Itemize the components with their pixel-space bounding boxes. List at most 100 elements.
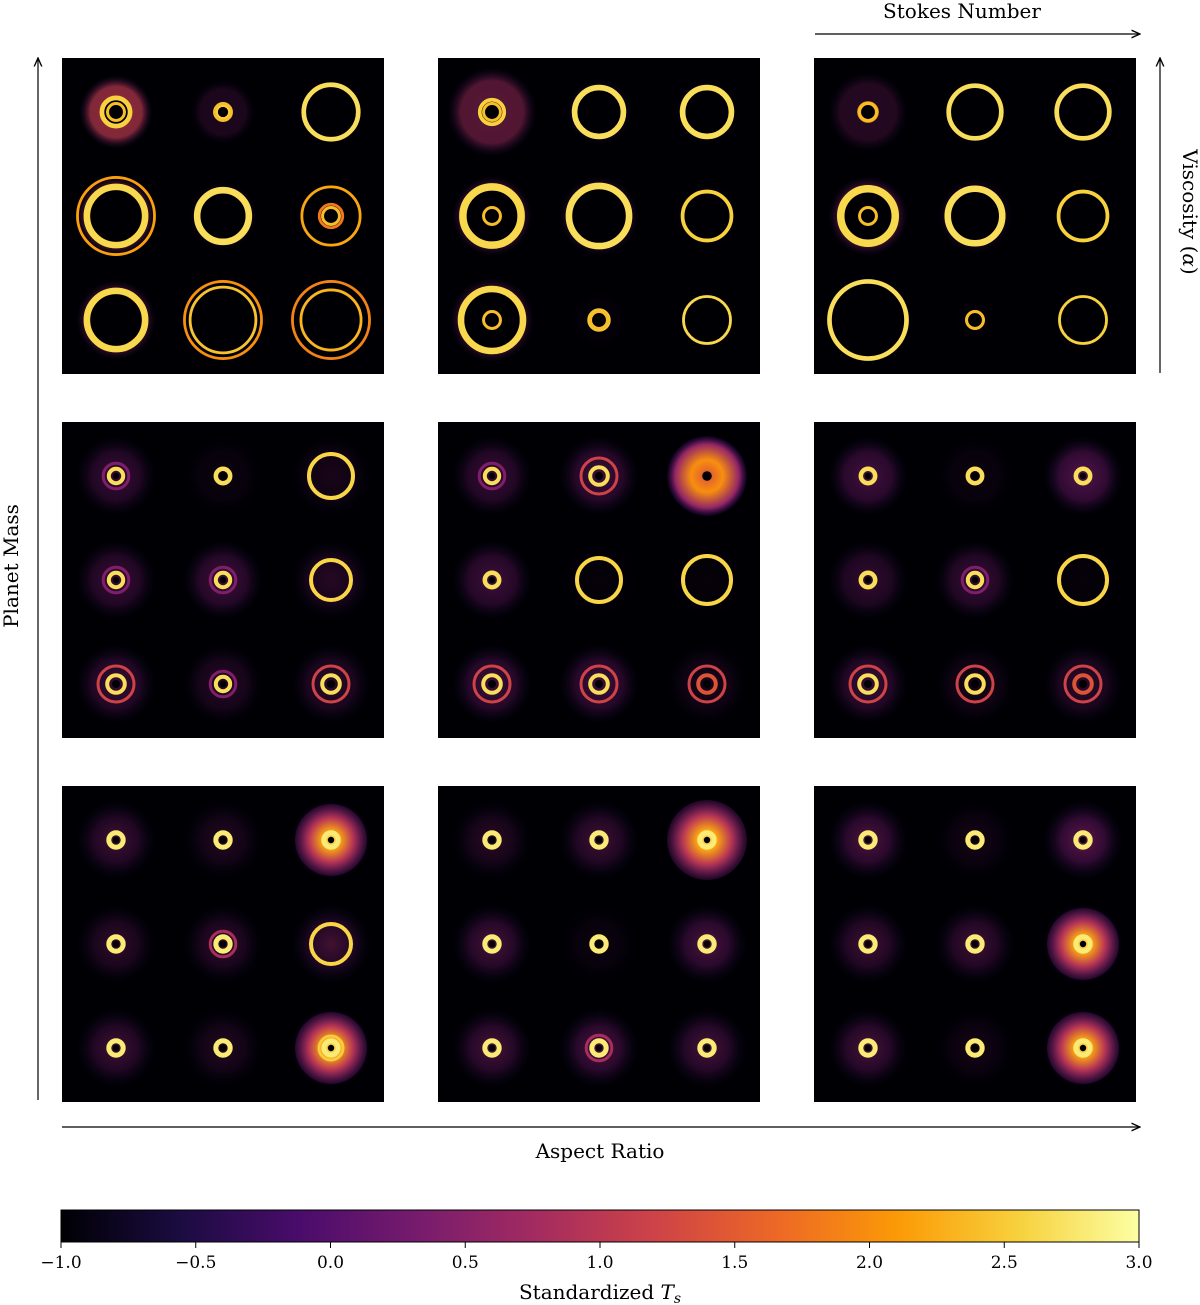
disk-image (559, 436, 639, 516)
disk-image (667, 1008, 747, 1088)
disk-inner-ring (213, 674, 233, 694)
disk-inner-ring (589, 830, 609, 850)
disk-ring (1057, 554, 1109, 606)
disk-inner-ring (482, 466, 502, 486)
disk-image (189, 182, 257, 250)
disk-inner-ring (696, 673, 718, 695)
simulation-panel-1-1 (62, 58, 384, 374)
viscosity-axis-label: Viscosity (α) (1178, 148, 1200, 274)
disk-core (326, 211, 336, 221)
disk-image (559, 1008, 639, 1088)
disk-image (297, 182, 365, 250)
disk-image (76, 176, 156, 256)
disk-ring (208, 669, 238, 699)
simulation-panel-1-2 (438, 58, 760, 374)
disk-core (487, 315, 497, 325)
disk-ring-outer (687, 664, 727, 704)
disk-inner-ring (857, 673, 879, 695)
disk-ring (188, 285, 258, 355)
disk-ring (307, 452, 355, 500)
disk-ring (317, 1034, 345, 1062)
disk-core (864, 680, 872, 688)
simulation-panel-3-2 (438, 786, 760, 1102)
aspect-ratio-axis-label: Aspect Ratio (535, 1139, 665, 1163)
disk-inner-ring (321, 830, 341, 850)
disk-image (675, 184, 739, 248)
disk-image (1043, 436, 1123, 516)
colorbar-tick-label: −0.5 (175, 1253, 216, 1273)
disk-ring-outer (291, 280, 371, 360)
disk-ring-outer (183, 280, 263, 360)
disk-core (595, 940, 603, 948)
disk-core (971, 472, 979, 480)
disk-ring-outer (1063, 664, 1103, 704)
disk-core (112, 940, 120, 948)
disk-core (863, 211, 873, 221)
disk-image (667, 800, 747, 880)
disk-core (112, 680, 120, 688)
disk-image (183, 904, 263, 984)
disk-ring (301, 82, 361, 142)
disk-inner-ring (1073, 466, 1093, 486)
disk-core (488, 472, 496, 480)
disk-core (111, 107, 121, 117)
disk-image (291, 540, 371, 620)
disk-core (595, 836, 603, 844)
disk-image (673, 78, 741, 146)
disk-ring-outer (76, 176, 156, 256)
disk-image (828, 72, 908, 152)
disk-inner-ring (482, 934, 502, 954)
disk-image (291, 644, 371, 724)
disk-ring (946, 83, 1004, 141)
disk-image (291, 280, 371, 360)
disk-gap (684, 193, 730, 239)
disk-image (291, 436, 371, 516)
simulation-panel-2-1 (62, 422, 384, 738)
disk-ring (300, 185, 362, 247)
disk-ring (208, 929, 238, 959)
disk-core (971, 680, 979, 688)
disk-core (219, 472, 227, 480)
disk-inner-ring (106, 1038, 126, 1058)
disk-image (76, 280, 156, 360)
disk-inner-ring (588, 673, 610, 695)
disk-image (191, 80, 255, 144)
disk-core (488, 680, 496, 688)
disk-core (702, 471, 712, 481)
stokes-axis-label: Stokes Number (883, 0, 1041, 23)
disk-image (79, 75, 153, 149)
disk-ring (680, 189, 734, 243)
disk-core (971, 836, 979, 844)
disk-ring (208, 565, 238, 595)
simulation-panel-3-3 (814, 786, 1136, 1102)
disk-inner-ring (213, 830, 233, 850)
disk-ring (299, 288, 363, 352)
disk-core (594, 315, 604, 325)
disk-core (1079, 1044, 1087, 1052)
disk-ring (575, 556, 623, 604)
disk-image (452, 436, 532, 516)
disk-gap (1059, 88, 1107, 136)
disk-core (112, 1044, 120, 1052)
disk-inner-ring (321, 1038, 341, 1058)
disk-halo (291, 436, 371, 516)
disk-image (1043, 904, 1123, 984)
disk-inner-ring (213, 102, 233, 122)
disk-image (452, 800, 532, 880)
disk-image (937, 178, 1013, 254)
simulation-panel-2-3 (814, 422, 1136, 738)
disk-inner-ring (965, 466, 985, 486)
disk-ring (682, 295, 732, 345)
disk-image (183, 644, 263, 724)
disk-image (828, 1008, 908, 1088)
disk-ring (1054, 83, 1112, 141)
disk-core (488, 576, 496, 584)
disk-image (943, 80, 1007, 144)
disk-inner-ring (965, 830, 985, 850)
disk-ring (99, 95, 133, 129)
disk-inner-ring (213, 466, 233, 486)
disk-halo (291, 540, 371, 620)
disk-halo (559, 540, 639, 620)
disk-image (935, 904, 1015, 984)
disk-ring-outer (955, 664, 995, 704)
